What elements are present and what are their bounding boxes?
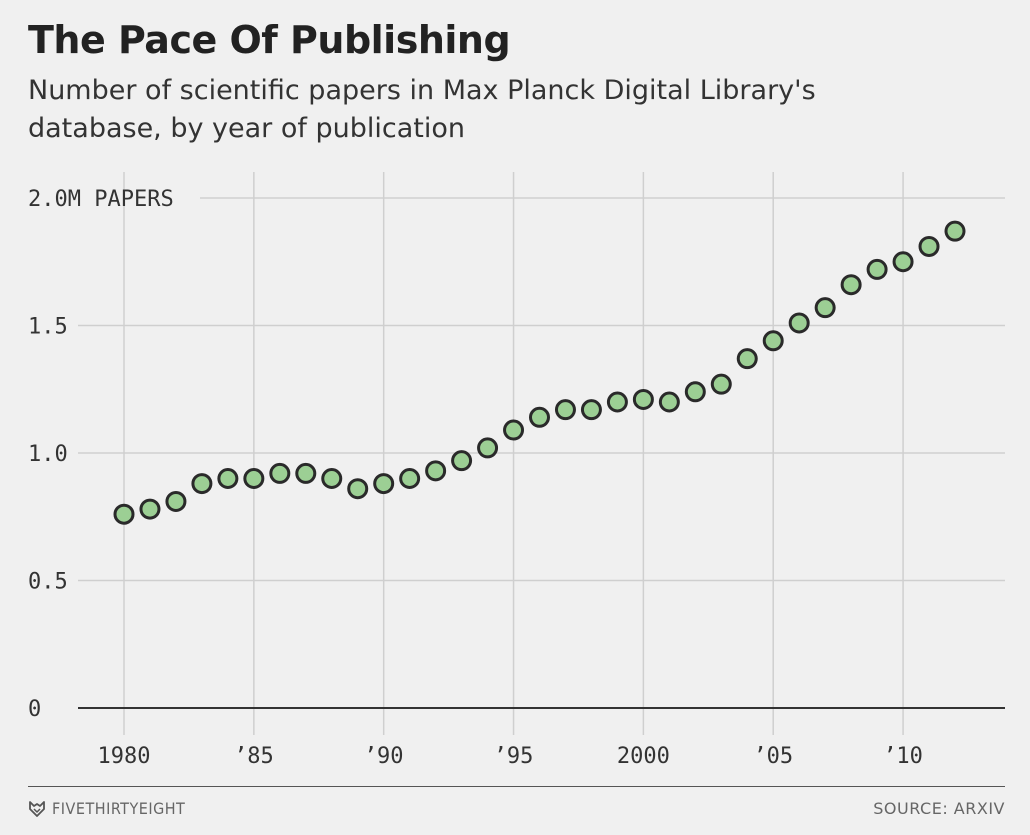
data-point bbox=[295, 462, 317, 484]
scatter-chart: 1980 ’85 ’90 ’95 2000 ’05 ’10 0 0.5 1.0 1.5 2.0M PA… bbox=[28, 172, 1005, 769]
data-point bbox=[684, 381, 706, 403]
data-point bbox=[321, 468, 343, 489]
data-point bbox=[944, 220, 966, 242]
data-points bbox=[113, 220, 966, 525]
x-tick-label: ’10 bbox=[883, 744, 923, 769]
data-point bbox=[139, 498, 161, 520]
data-point bbox=[269, 462, 291, 484]
data-point bbox=[373, 473, 395, 495]
data-point bbox=[529, 406, 550, 428]
data-point bbox=[503, 419, 525, 441]
data-point bbox=[580, 399, 602, 421]
data-point bbox=[165, 490, 187, 512]
gridlines bbox=[78, 172, 1005, 735]
brand-name: FIVETHIRTYEIGHT bbox=[52, 799, 186, 818]
x-tick-label: 2000 bbox=[617, 744, 670, 769]
y-tick-label: 1.5 bbox=[28, 315, 68, 340]
data-point bbox=[606, 391, 628, 413]
data-point bbox=[632, 388, 654, 410]
data-point bbox=[736, 348, 758, 370]
data-point bbox=[217, 468, 239, 489]
x-tick-label: ’95 bbox=[494, 744, 534, 769]
data-point bbox=[866, 258, 888, 280]
data-point bbox=[191, 473, 213, 495]
x-tick-label: ’85 bbox=[234, 744, 274, 769]
x-tick-label: ’05 bbox=[753, 744, 793, 769]
data-point bbox=[814, 297, 836, 319]
data-point bbox=[658, 391, 680, 413]
data-point bbox=[451, 450, 473, 472]
x-tick-label: 1980 bbox=[98, 744, 151, 769]
footer-divider bbox=[28, 786, 1005, 787]
data-point bbox=[347, 478, 369, 500]
data-point bbox=[762, 330, 784, 352]
data-point bbox=[554, 399, 576, 421]
brand-logo: FIVETHIRTYEIGHT bbox=[28, 799, 185, 818]
data-point bbox=[425, 460, 447, 482]
chart-title: The Pace Of Publishing bbox=[28, 18, 511, 62]
source-note: SOURCE: ARXIV bbox=[873, 799, 1005, 818]
y-tick-label: 0.5 bbox=[28, 570, 68, 595]
fox-logo-icon bbox=[29, 800, 45, 817]
y-tick-label: 2.0M PAPERS bbox=[28, 187, 174, 212]
data-point bbox=[243, 468, 265, 489]
data-point bbox=[710, 373, 732, 395]
data-point bbox=[918, 235, 940, 257]
chart-subtitle: Number of scientific papers in Max Planc… bbox=[28, 75, 816, 144]
data-point bbox=[113, 503, 135, 525]
data-point bbox=[477, 437, 499, 459]
data-point bbox=[840, 274, 862, 296]
data-point bbox=[892, 251, 914, 273]
x-tick-label: ’90 bbox=[364, 744, 404, 769]
y-tick-label: 0 bbox=[28, 697, 41, 722]
y-tick-label: 1.0 bbox=[28, 442, 68, 467]
data-point bbox=[788, 312, 810, 334]
axes: 1980 ’85 ’90 ’95 2000 ’05 ’10 0 0.5 1.0 1.5 2.0M PA… bbox=[28, 187, 1005, 769]
data-point bbox=[399, 468, 421, 489]
